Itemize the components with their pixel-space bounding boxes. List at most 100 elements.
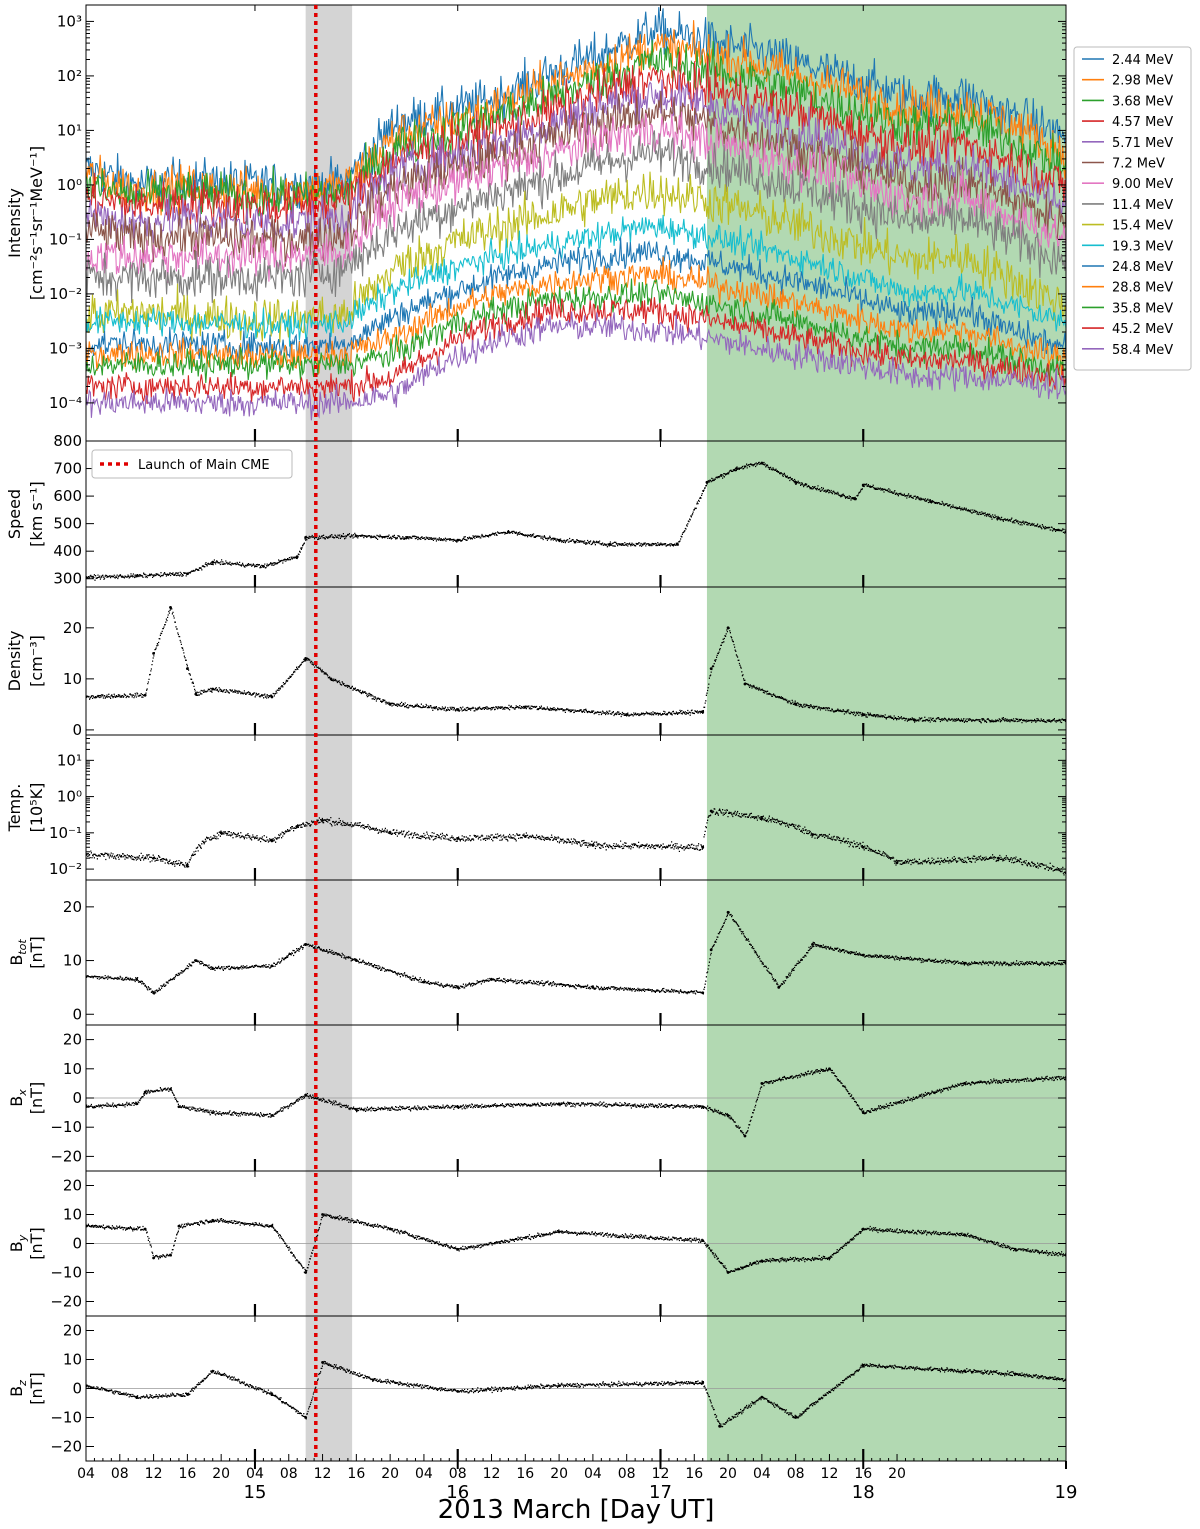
legend-label: 2.44 MeV (1112, 53, 1173, 68)
cme-legend: Launch of Main CME (91, 449, 293, 479)
x-hour-label: 08 (449, 1466, 467, 1482)
series-line-3-68-MeV (86, 40, 1066, 225)
intensity-y-tick-label: 10⁻³ (49, 339, 82, 357)
legend-label: 15.4 MeV (1112, 219, 1173, 234)
x-day-label: 18 (852, 1482, 875, 1503)
x-hour-label: 16 (347, 1466, 365, 1482)
bx-y-tick-label: 10 (63, 1060, 82, 1078)
bz-y-tick-label: 20 (63, 1322, 82, 1340)
by-y-tick-label: 10 (63, 1206, 82, 1224)
temperature-y-axis-unit: [10⁵K] (27, 783, 46, 833)
x-hour-label: 16 (854, 1466, 872, 1482)
legend-label: 4.57 MeV (1112, 115, 1173, 130)
legend-label: 45.2 MeV (1112, 322, 1173, 337)
btot-y-axis-unit: [nT] (27, 936, 46, 968)
by-data-trace (86, 1213, 1066, 1274)
btot-data-trace (86, 911, 1066, 995)
speed-y-tick-label: 300 (53, 570, 82, 588)
legend-label: 5.71 MeV (1112, 136, 1173, 151)
by-plot-area (86, 1213, 1066, 1274)
intensity-y-axis-title: Intensity (5, 188, 24, 258)
bz-data-trace (86, 1360, 1066, 1428)
x-hour-label: 16 (516, 1466, 534, 1482)
density-data-trace (86, 606, 1066, 724)
x-hour-label: 20 (212, 1466, 230, 1482)
temperature-y-axis-title: Temp. (5, 784, 24, 833)
density-y-axis-title: Density (5, 631, 24, 692)
by-y-tick-label: 20 (63, 1177, 82, 1195)
bx-y-tick-label: 0 (72, 1089, 82, 1107)
speed-y-tick-label: 700 (53, 460, 82, 478)
bx-y-axis-title: Bx (7, 1089, 29, 1107)
legend-label: 24.8 MeV (1112, 260, 1173, 275)
btot-y-tick-label: 10 (63, 952, 82, 970)
cme-legend-label: Launch of Main CME (138, 458, 270, 473)
intensity-y-tick-label: 10³ (57, 12, 82, 30)
bz-y-tick-label: −20 (50, 1438, 82, 1456)
intensity-y-tick-label: 10⁻⁴ (49, 394, 82, 412)
cme-legend-box (91, 449, 293, 479)
panel-temperature: 10⁻² 10⁻¹ 10⁰ 10¹ Temp. [10⁵K] (5, 734, 1067, 881)
x-hour-label: 08 (618, 1466, 636, 1482)
x-day-label: 16 (446, 1482, 469, 1503)
bx-plot-area (86, 1067, 1066, 1138)
temperature-y-tick-label: 10⁰ (57, 788, 82, 806)
series-line-35-8-MeV (86, 278, 1066, 384)
series-line-11-4-MeV (86, 130, 1066, 304)
series-line-2-98-MeV (86, 20, 1066, 217)
x-hour-label: 12 (483, 1466, 501, 1482)
x-hour-label: 08 (787, 1466, 805, 1482)
x-hour-label: 04 (584, 1466, 602, 1482)
bx-y-tick-label: 20 (63, 1031, 82, 1049)
density-y-axis-unit: [cm⁻³] (27, 635, 46, 687)
bx-data-trace (86, 1067, 1066, 1137)
x-hour-label: 04 (415, 1466, 433, 1482)
speed-y-tick-label: 400 (53, 542, 82, 560)
series-line-9-00-MeV (86, 111, 1066, 284)
bx-y-tick-label: −10 (50, 1118, 82, 1136)
legend-label: 7.2 MeV (1112, 157, 1165, 172)
by-y-axis-title: By (7, 1234, 29, 1252)
panel-density: 0 10 20 Density [cm⁻³] (5, 586, 1067, 739)
intensity-y-tick-label: 10¹ (57, 121, 82, 139)
speed-y-axis-unit: [km s⁻¹] (27, 481, 46, 547)
by-y-tick-label: −10 (50, 1264, 82, 1282)
x-hour-label: 04 (77, 1466, 95, 1482)
intensity-y-tick-label: 10⁻¹ (49, 230, 82, 248)
series-line-28-8-MeV (86, 256, 1066, 376)
x-day-label: 15 (244, 1482, 267, 1503)
series-line-19-3-MeV (86, 214, 1066, 347)
x-axis: 04 08 12 16 20 04 08 12 16 20 04 08 12 16 20 04 08 12 16 20… (77, 1454, 1077, 1503)
x-hour-label: 08 (280, 1466, 298, 1482)
x-hour-label: 12 (821, 1466, 839, 1482)
btot-y-tick-label: 20 (63, 898, 82, 916)
energy-legend-box (1073, 46, 1192, 371)
x-hour-label: 16 (685, 1466, 703, 1482)
density-y-tick-label: 0 (72, 721, 82, 739)
bz-y-tick-label: −10 (50, 1409, 82, 1427)
series-line-4-57-MeV (86, 51, 1066, 228)
legend-label: 9.00 MeV (1112, 177, 1173, 192)
density-y-tick-label: 10 (63, 670, 82, 688)
x-hour-label: 08 (111, 1466, 129, 1482)
speed-data-trace (86, 461, 1066, 581)
temperature-plot-area (86, 808, 1066, 876)
legend-label: 11.4 MeV (1112, 198, 1173, 213)
bx-y-axis-unit: [nT] (27, 1082, 46, 1114)
series-line-58-4-MeV (86, 311, 1066, 421)
temperature-y-tick-label: 10⁻¹ (49, 824, 82, 842)
by-y-tick-label: 0 (72, 1235, 82, 1253)
speed-y-axis-title: Speed (5, 489, 24, 539)
x-day-label: 17 (649, 1482, 672, 1503)
temperature-y-tick-label: 10⁻² (49, 860, 82, 878)
energy-legend: 2.44 MeV 2.98 MeV 3.68 MeV 4.57 MeV 5.71 MeV… (1073, 46, 1192, 371)
panel-intensity: 10⁻⁴ 10⁻³ 10⁻² 10⁻¹ 10⁰ 10¹ 10² 10³ Intensity [cm… (5, 4, 1067, 442)
bz-y-axis-unit: [nT] (27, 1372, 46, 1404)
series-line-15-4-MeV (86, 171, 1066, 346)
btot-y-axis-title: Btot (7, 939, 29, 966)
x-hour-label: 12 (652, 1466, 670, 1482)
x-axis-title: 2013 March [Day UT] (438, 1495, 715, 1525)
series-line-24-8-MeV (86, 237, 1066, 364)
